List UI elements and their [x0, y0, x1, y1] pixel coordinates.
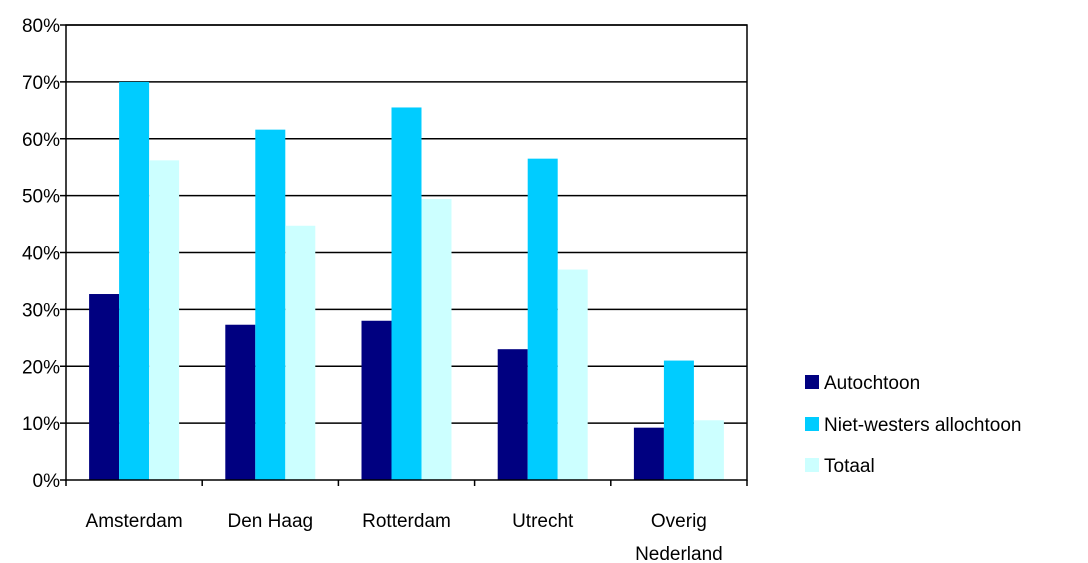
bar-niet-westers-allochtoon-2 — [391, 107, 422, 480]
x-tick-label: Rotterdam — [362, 511, 451, 532]
y-tick-label: 20% — [22, 357, 60, 378]
bar-autochtoon-2 — [361, 320, 392, 480]
legend: Autochtoon Niet-westers allochtoon Totaal — [805, 373, 1021, 477]
legend-swatch — [805, 375, 819, 389]
bars — [89, 81, 724, 481]
x-tick-label: Overig Nederland — [635, 511, 723, 563]
bar-totaal-2 — [421, 199, 452, 480]
x-tick-labels: Amsterdam Den Haag Rotterdam Utrecht Overig N… — [86, 511, 723, 563]
bar-totaal-0 — [149, 160, 180, 481]
y-tick-label: 70% — [22, 73, 60, 94]
bar-autochtoon-4 — [633, 427, 664, 480]
x-tick-label: Amsterdam — [86, 511, 183, 532]
y-tick-label: 40% — [22, 244, 60, 265]
legend-swatch — [805, 417, 819, 431]
bar-totaal-3 — [557, 269, 588, 480]
y-tick-labels: 0% 10% 20% 30% 40% 50% 60% 70% 80% — [22, 16, 60, 492]
y-tick-label: 0% — [33, 471, 61, 492]
legend-label: Niet-westers allochtoon — [824, 415, 1021, 436]
bar-totaal-1 — [285, 225, 316, 480]
legend-label: Autochtoon — [824, 373, 920, 394]
y-tick-label: 30% — [22, 300, 60, 321]
bar-autochtoon-3 — [497, 349, 528, 480]
plot-border — [65, 24, 748, 481]
x-tick-label: Den Haag — [228, 511, 314, 532]
bar-niet-westers-allochtoon-4 — [663, 360, 694, 480]
y-tick-label: 80% — [22, 16, 60, 37]
legend-label: Totaal — [824, 456, 875, 477]
legend-swatch — [805, 458, 819, 472]
y-tick-label: 60% — [22, 130, 60, 151]
bar-autochtoon-1 — [225, 324, 256, 480]
bar-niet-westers-allochtoon-1 — [255, 129, 286, 480]
axes — [65, 24, 748, 486]
y-tick-label: 10% — [22, 414, 60, 435]
bar-niet-westers-allochtoon-3 — [527, 158, 558, 480]
x-tick-label: Utrecht — [512, 511, 574, 532]
bar-totaal-4 — [693, 420, 724, 480]
bar-niet-westers-allochtoon-0 — [119, 81, 150, 480]
y-tick-label: 50% — [22, 187, 60, 208]
bar-autochtoon-0 — [89, 294, 120, 480]
